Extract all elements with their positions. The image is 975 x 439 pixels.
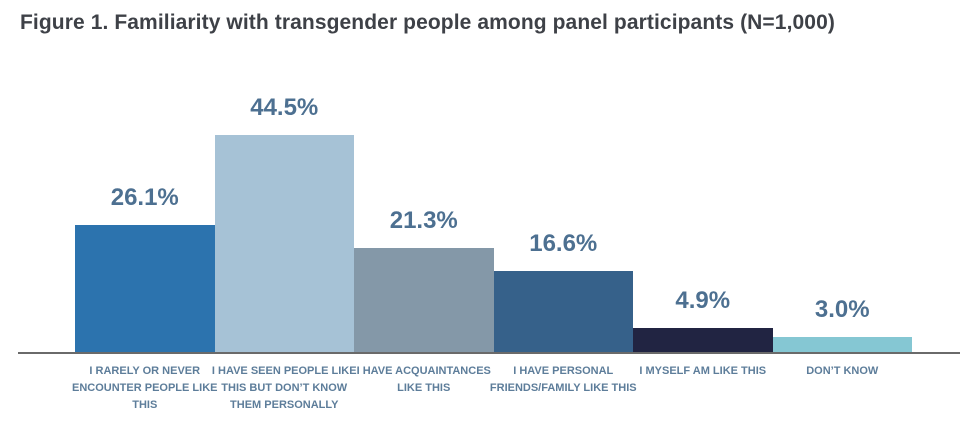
bar (493, 271, 633, 352)
bar (75, 225, 215, 352)
category-label: I HAVE ACQUAINTANCES LIKE THIS (356, 365, 491, 394)
value-label: 26.1% (110, 184, 179, 211)
category-label: I HAVE PERSONAL FRIENDS/FAMILY LIKE THIS (489, 365, 637, 394)
category-label: I HAVE SEEN PEOPLE LIKE THIS BUT DON’T K… (211, 365, 357, 411)
category-label: I MYSELF AM LIKE THIS (639, 365, 767, 377)
bar (354, 248, 494, 352)
value-label: 16.6% (529, 230, 598, 257)
bar (214, 135, 354, 352)
value-label: 3.0% (814, 296, 870, 323)
value-label: 44.5% (250, 94, 319, 121)
value-label: 21.3% (389, 207, 458, 234)
value-label: 4.9% (675, 287, 731, 314)
x-axis-line (18, 352, 960, 354)
figure-title: Figure 1. Familiarity with transgender p… (20, 11, 835, 34)
category-label: I RARELY OR NEVER ENCOUNTER PEOPLE LIKE … (72, 365, 218, 411)
bar (772, 337, 912, 352)
category-label: DON’T KNOW (806, 365, 879, 377)
bar (633, 328, 773, 352)
